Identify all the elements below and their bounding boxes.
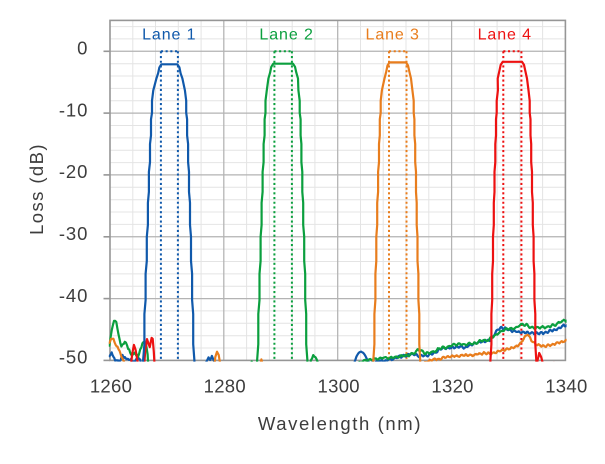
svg-text:Wavelength (nm): Wavelength (nm) (258, 413, 422, 434)
svg-text:1300: 1300 (318, 376, 360, 397)
svg-text:0: 0 (77, 38, 88, 59)
svg-text:Lane 4: Lane 4 (478, 27, 532, 44)
svg-text:1320: 1320 (431, 376, 473, 397)
svg-text:Lane 3: Lane 3 (366, 27, 420, 44)
svg-text:Lane 2: Lane 2 (259, 27, 313, 44)
svg-text:1340: 1340 (545, 376, 587, 397)
svg-text:-40: -40 (59, 285, 88, 306)
svg-text:1260: 1260 (90, 376, 132, 397)
svg-text:-30: -30 (59, 223, 88, 244)
svg-text:-10: -10 (59, 99, 88, 120)
svg-text:-20: -20 (59, 161, 88, 182)
svg-text:-50: -50 (59, 347, 88, 368)
svg-text:Lane 1: Lane 1 (142, 27, 196, 44)
svg-text:1280: 1280 (204, 376, 246, 397)
svg-text:Loss (dB): Loss (dB) (26, 143, 47, 235)
